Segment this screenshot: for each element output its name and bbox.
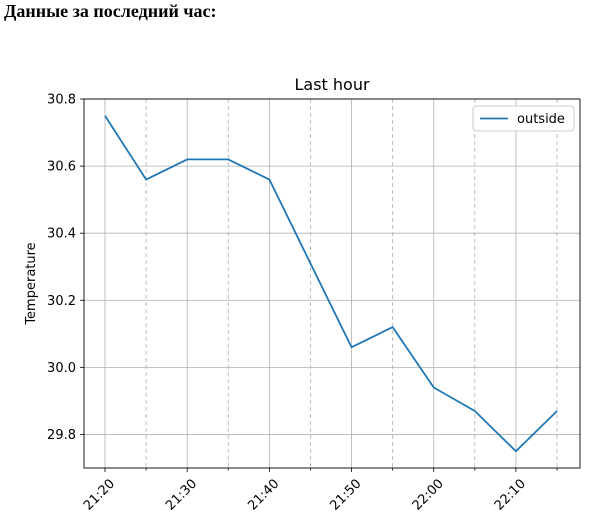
- x-tick-label: 21:40: [245, 476, 282, 513]
- y-tick-label: 30.8: [47, 93, 76, 108]
- x-tick-label: 21:50: [327, 476, 364, 513]
- legend-box: [472, 105, 575, 132]
- x-tick-label: 22:00: [410, 476, 447, 513]
- x-tick-label: 22:10: [492, 476, 529, 513]
- y-tick-label: 29.8: [47, 428, 76, 443]
- y-axis-label: Temperature: [24, 242, 39, 325]
- page-heading: Данные за последний час:: [4, 1, 217, 21]
- y-tick-label: 30.0: [47, 361, 76, 376]
- y-tick-label: 30.4: [47, 227, 76, 242]
- series-line-outside: [104, 115, 558, 453]
- plot-frame: [83, 98, 581, 469]
- chart-title: Last hour: [294, 75, 369, 94]
- x-tick-label: 21:30: [163, 476, 200, 513]
- y-tick-label: 30.2: [47, 294, 76, 309]
- legend-label: outside: [517, 112, 565, 127]
- y-tick-label: 30.6: [47, 160, 76, 175]
- x-tick-label: 21:20: [81, 476, 118, 513]
